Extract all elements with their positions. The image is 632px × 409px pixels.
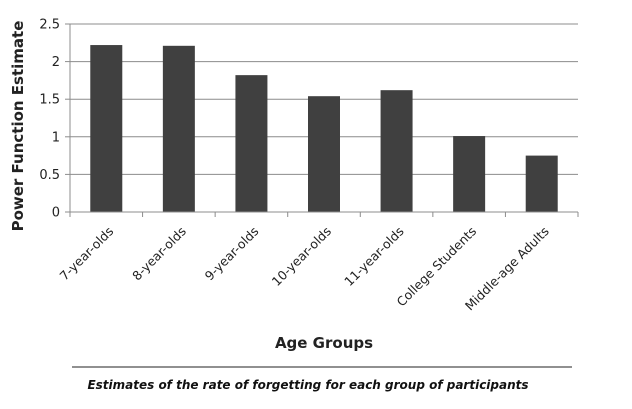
x-axis-title: Age Groups [275,334,373,352]
axes [65,23,579,217]
bars [90,45,558,212]
bar [525,155,558,212]
y-axis-title: Power Function Estimate [9,21,27,232]
y-tick-label: 1 [52,130,60,145]
y-tick-label: 2 [52,55,60,70]
bar [90,45,123,212]
bar [235,75,268,212]
bar [453,136,486,212]
x-tick-label: 10-year-olds [269,224,334,289]
x-tick-label: 7-year-olds [57,224,117,284]
bar [162,45,195,212]
y-tick-label: 1.5 [39,93,60,108]
x-tick-label: 9-year-olds [202,224,262,284]
x-tick-label: 8-year-olds [129,224,189,284]
bar [308,96,340,212]
x-tick-label: College Students [393,224,479,310]
x-tick-label: 11-year-olds [341,224,406,289]
y-tick-label: 0 [52,206,60,221]
bar [380,90,413,212]
y-tick-label: 2.5 [39,18,60,33]
figure-caption: Estimates of the rate of forgetting for … [87,378,528,392]
y-tick-label: 0.5 [39,168,60,183]
